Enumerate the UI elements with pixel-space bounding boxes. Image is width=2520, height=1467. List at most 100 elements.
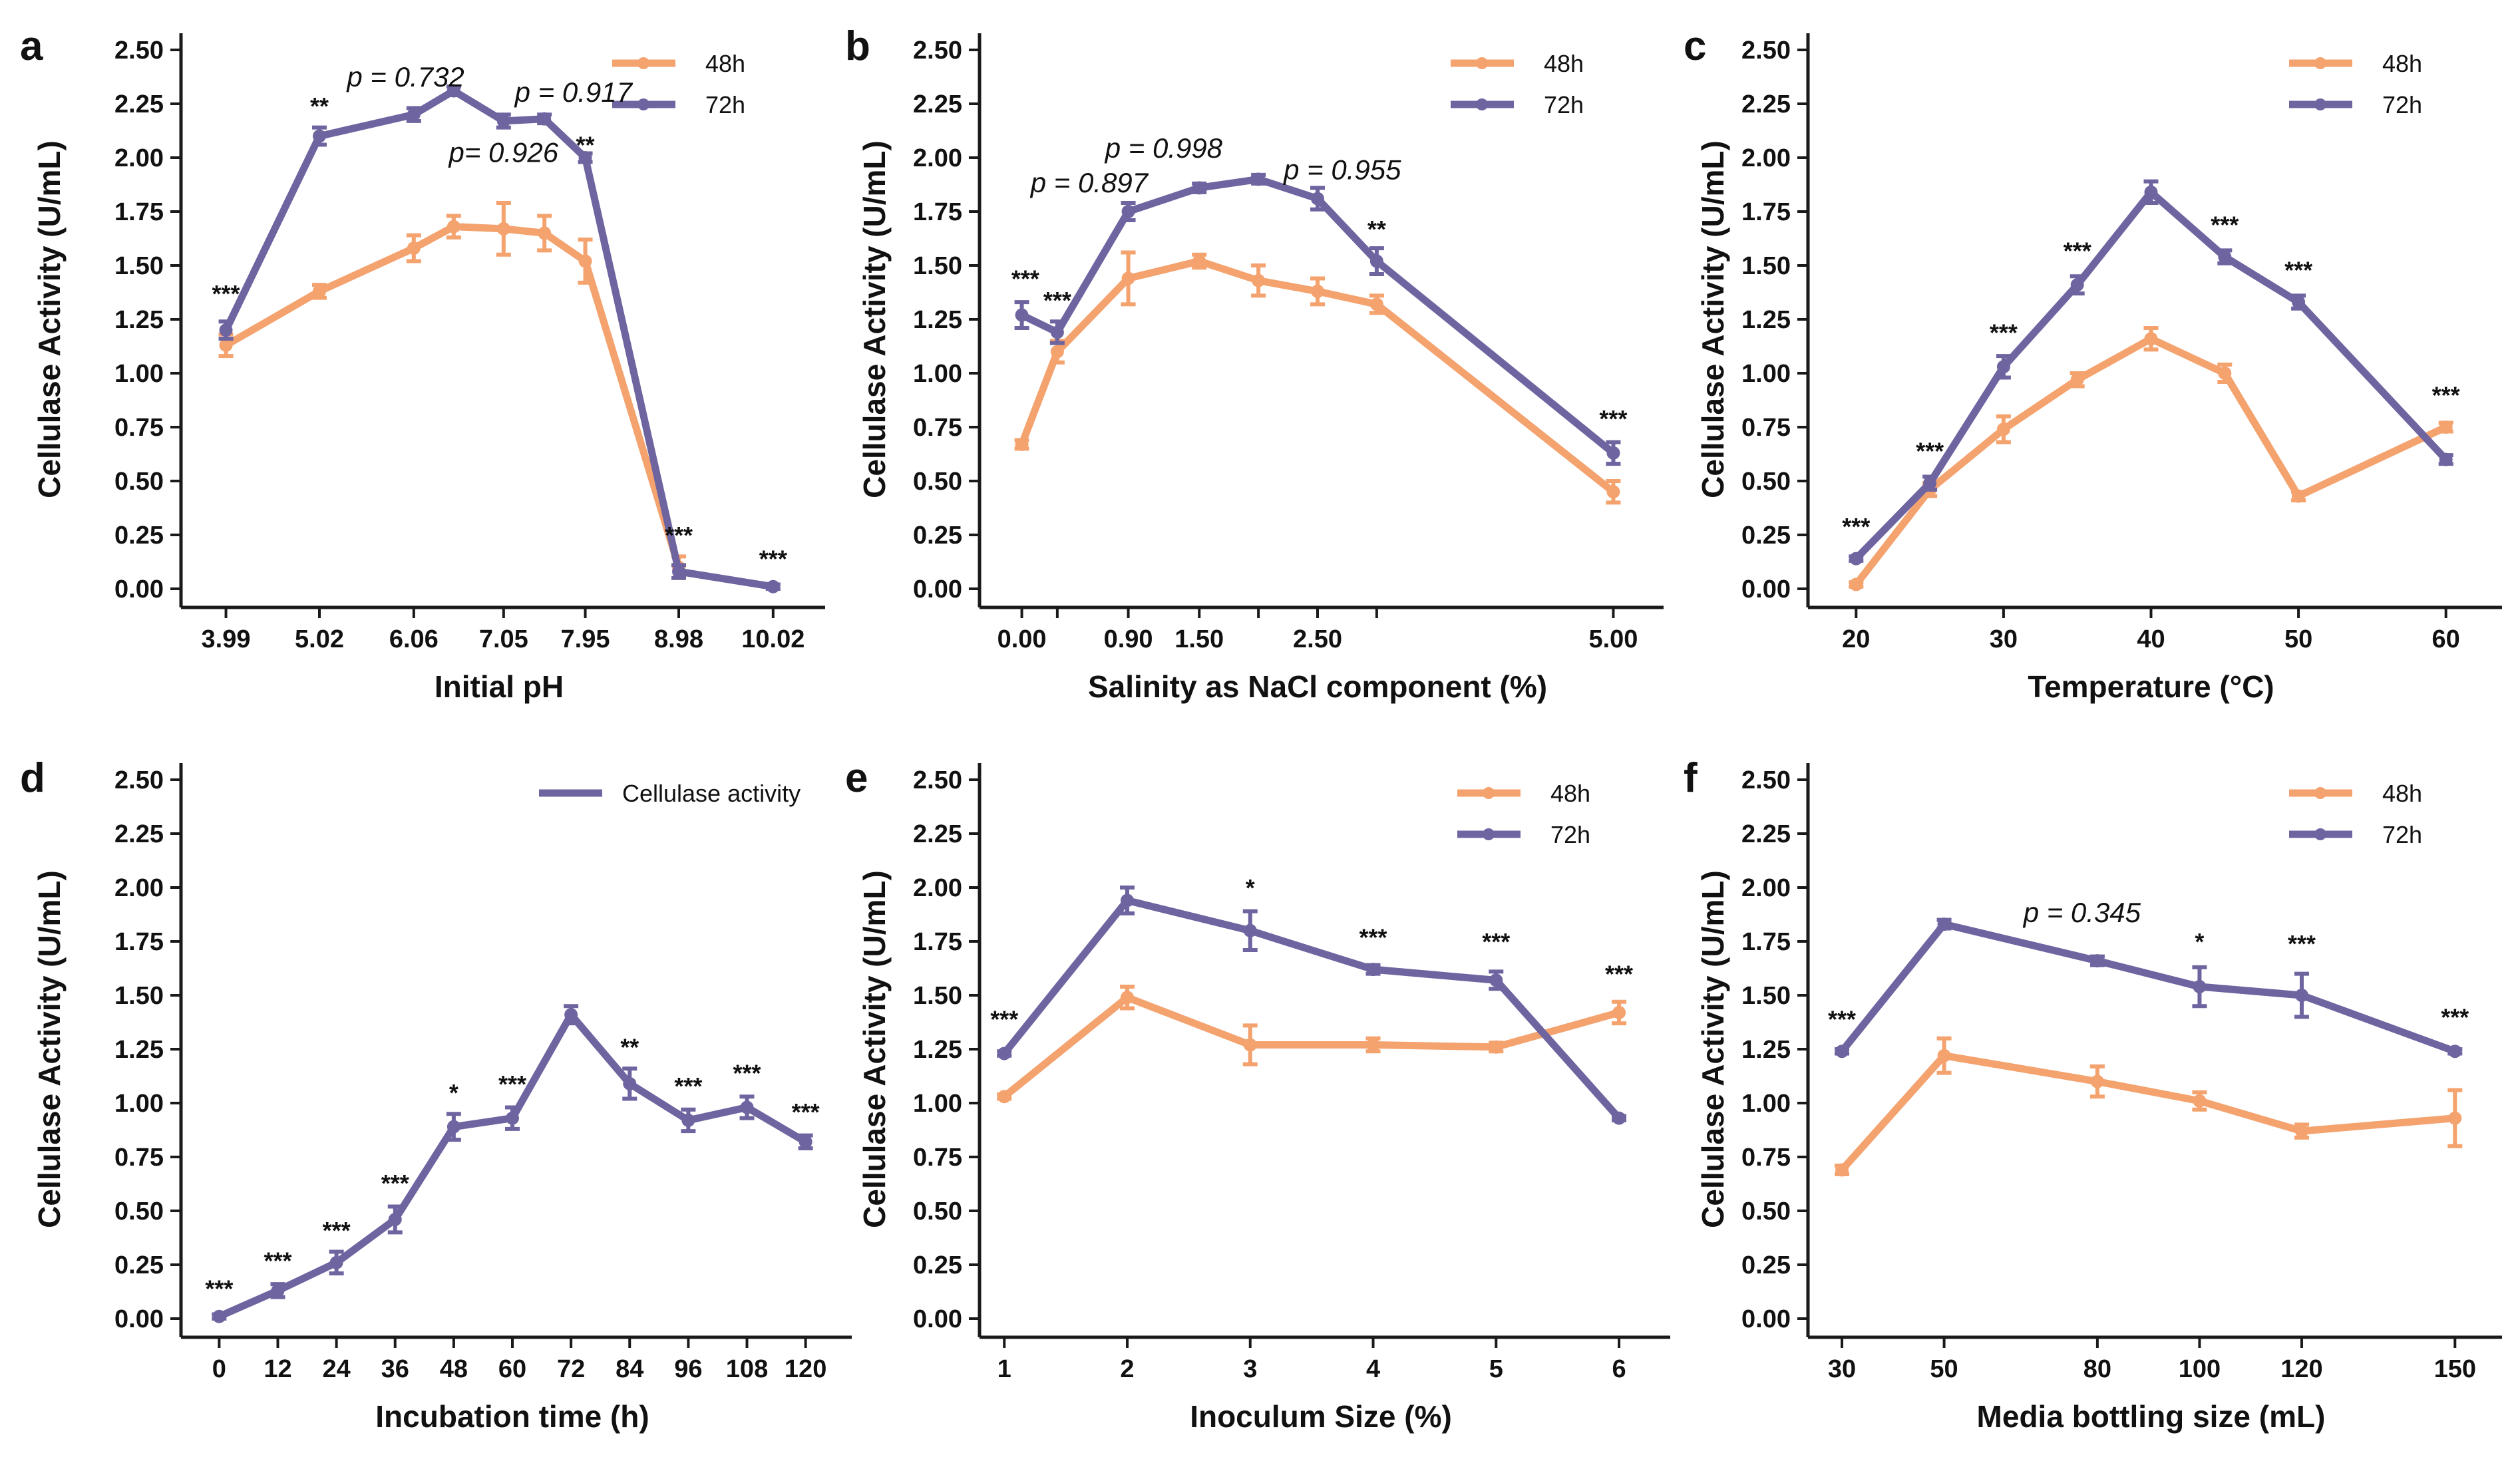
significance-label: *** (2432, 381, 2460, 408)
significance-label: *** (498, 1070, 526, 1098)
data-point (1121, 991, 1134, 1005)
data-point (578, 254, 592, 268)
significance-label: *** (1842, 513, 1870, 540)
y-tick-label: 2.25 (114, 820, 164, 848)
data-point (2090, 954, 2104, 968)
y-tick-label: 0.00 (913, 575, 962, 603)
data-point (329, 1255, 343, 1269)
data-point (997, 1090, 1011, 1104)
y-tick-label: 0.00 (913, 1305, 962, 1333)
y-tick-label: 2.00 (114, 144, 164, 172)
data-point (2144, 185, 2158, 199)
data-point (219, 338, 233, 352)
y-tick-label: 1.75 (913, 198, 962, 226)
data-point (1612, 1111, 1626, 1125)
significance-label: * (1246, 874, 1255, 901)
data-point (1050, 325, 1064, 339)
data-point (2448, 1111, 2462, 1125)
y-tick-label: 1.50 (1741, 982, 1791, 1010)
data-point (388, 1212, 402, 1226)
y-tick-label: 1.00 (913, 360, 962, 388)
data-point (2292, 295, 2306, 309)
data-point (1849, 577, 1863, 591)
data-point (313, 284, 326, 298)
data-point (2218, 250, 2232, 264)
y-tick-label: 2.00 (114, 874, 164, 902)
y-tick-label: 1.50 (913, 982, 962, 1010)
significance-label: *** (2284, 256, 2312, 283)
legend-marker (2314, 98, 2326, 110)
x-axis-title: Incubation time (h) (375, 1399, 649, 1434)
legend-marker (1476, 98, 1488, 110)
x-tick-label: 2 (1120, 1355, 1134, 1383)
data-point (407, 242, 421, 255)
data-point (1366, 963, 1380, 977)
series-72h (1835, 917, 2463, 1059)
data-point (1612, 1005, 1626, 1019)
series-line (1018, 257, 1617, 496)
data-point (506, 1111, 519, 1125)
significance-label: *** (1990, 319, 2018, 346)
y-tick-label: 2.00 (913, 874, 962, 902)
data-point (1252, 273, 1266, 287)
x-tick-label: 50 (1930, 1355, 1958, 1383)
x-axis-title: Initial pH (435, 669, 564, 704)
data-point (538, 226, 552, 240)
x-tick-label: 10.02 (741, 625, 805, 653)
significance-label: *** (1605, 961, 1633, 988)
legend-label: 72h (1550, 821, 1590, 848)
significance-label: * (2195, 928, 2204, 955)
series-48h (218, 201, 686, 580)
y-tick-label: 1.75 (114, 198, 164, 226)
x-tick-label: 30 (1990, 625, 2018, 653)
data-point (496, 222, 510, 236)
x-tick-label: 120 (2280, 1355, 2322, 1383)
significance-label: *** (792, 1098, 820, 1126)
series-line (1838, 1052, 2459, 1174)
data-point (447, 84, 460, 98)
y-tick-label: 1.25 (114, 306, 164, 334)
series-48h (1849, 325, 2453, 591)
x-tick-label: 100 (2179, 1355, 2221, 1383)
data-point (538, 112, 552, 126)
y-tick-label: 0.75 (114, 1144, 164, 1172)
data-point (271, 1283, 285, 1297)
y-tick-label: 2.50 (114, 37, 164, 65)
significance-label: ** (620, 1034, 639, 1061)
y-tick-label: 0.25 (913, 522, 962, 550)
data-point (1489, 1040, 1503, 1054)
y-tick-label: 1.25 (1741, 306, 1791, 334)
y-tick-label: 2.00 (913, 144, 962, 172)
data-point (496, 114, 510, 128)
x-tick-label: 0 (212, 1355, 226, 1383)
y-tick-label: 1.75 (1741, 198, 1791, 226)
y-tick-label: 2.25 (1741, 90, 1791, 118)
legend-marker (2314, 57, 2326, 69)
significance-label: *** (759, 546, 787, 573)
p-value-label: p = 0.917 (514, 77, 633, 108)
x-tick-label: 4 (1366, 1355, 1380, 1383)
y-tick-label: 1.25 (913, 1036, 962, 1064)
significance-label: *** (381, 1170, 409, 1197)
y-tick-label: 1.25 (1741, 1036, 1791, 1064)
data-point (2193, 1094, 2207, 1108)
y-tick-label: 1.50 (114, 982, 164, 1010)
y-tick-label: 2.50 (913, 37, 962, 65)
x-tick-label: 150 (2434, 1355, 2476, 1383)
significance-label: *** (674, 1072, 702, 1100)
x-tick-label: 3.99 (202, 625, 251, 653)
series-72h (997, 886, 1627, 1125)
p-value-label: p = 0.897 (1029, 167, 1149, 198)
x-tick-label: 8.98 (654, 625, 703, 653)
y-tick-label: 0.00 (1741, 575, 1791, 603)
y-tick-label: 0.50 (913, 1198, 962, 1225)
x-tick-label: 80 (2083, 1355, 2111, 1383)
series-line (1838, 920, 2459, 1055)
panel-a: a 0.00 0.25 0.50 0.75 1.00 1.25 1.50 1.75 2.00 2.2… (20, 23, 825, 704)
data-point (997, 1047, 1011, 1060)
significance-label: *** (665, 522, 693, 549)
data-point (1121, 894, 1134, 907)
significance-label: *** (990, 1006, 1018, 1033)
significance-label: *** (323, 1217, 351, 1244)
significance-label: *** (2064, 237, 2091, 264)
